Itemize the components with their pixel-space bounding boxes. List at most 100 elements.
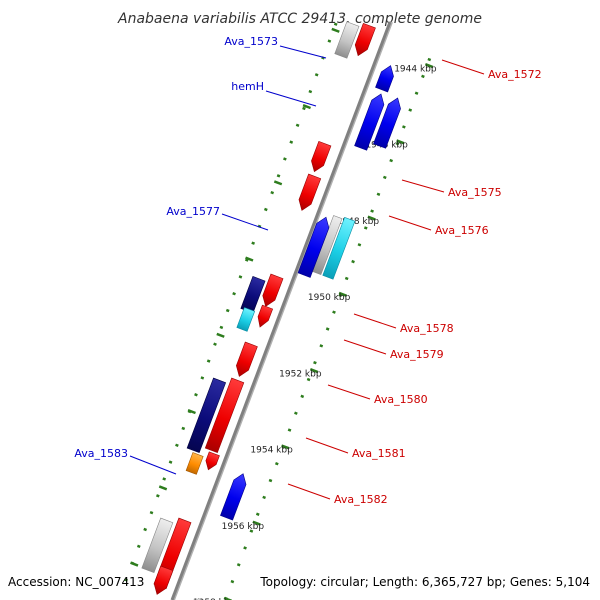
gene-hemH-b[interactable] xyxy=(354,92,388,151)
minor-tick-left xyxy=(243,546,247,550)
major-tick xyxy=(130,561,139,567)
major-tick xyxy=(424,63,434,69)
minor-tick-left xyxy=(351,259,355,264)
callout-line-ava-1577 xyxy=(221,213,269,231)
major-tick xyxy=(309,368,319,374)
minor-tick-right xyxy=(333,22,338,26)
minor-tick-left xyxy=(421,74,425,79)
minor-tick-left xyxy=(376,192,381,196)
minor-tick-left xyxy=(306,377,311,382)
minor-tick-left xyxy=(325,327,330,331)
minor-tick-right xyxy=(181,426,186,431)
gene-label-ava-1580[interactable]: Ava_1580 xyxy=(374,393,428,406)
minor-tick-left xyxy=(230,579,235,584)
gene-ava-1583[interactable] xyxy=(220,471,249,521)
gene-ava-1579[interactable] xyxy=(255,304,274,329)
minor-tick-right xyxy=(219,325,224,330)
gene-ava-1581[interactable] xyxy=(204,377,245,454)
minor-tick-left xyxy=(319,344,324,348)
minor-tick-left xyxy=(382,175,387,180)
minor-tick-left xyxy=(414,91,419,95)
major-tick xyxy=(216,332,225,338)
gene-lower-2[interactable] xyxy=(141,517,174,574)
gene-lower-3[interactable] xyxy=(151,565,174,597)
gene-ava-1572-pseudo[interactable] xyxy=(334,21,360,59)
gene-label-ava-1582[interactable]: Ava_1582 xyxy=(334,493,388,506)
minor-tick-right xyxy=(270,190,275,195)
minor-tick-right xyxy=(194,393,198,397)
gene-label-ava-1581[interactable]: Ava_1581 xyxy=(352,447,406,460)
gene-label-hemh[interactable]: hemH xyxy=(231,80,264,93)
minor-tick-right xyxy=(295,123,300,127)
gene-label-ava-1573[interactable]: Ava_1573 xyxy=(224,35,278,48)
gene-ava-1573[interactable] xyxy=(375,63,397,93)
gene-ava-1581-b[interactable] xyxy=(186,377,227,454)
gene-ava-1578-b[interactable] xyxy=(240,276,266,314)
gene-ava-1580[interactable] xyxy=(233,341,258,379)
minor-tick-left xyxy=(357,243,362,247)
gene-ava-1577[interactable] xyxy=(322,216,356,280)
gene-label-ava-1575[interactable]: Ava_1575 xyxy=(448,186,502,199)
tick-label-1950: 1950 kbp xyxy=(308,293,351,303)
minor-tick-left xyxy=(427,57,432,62)
minor-tick-left xyxy=(408,108,413,112)
minor-tick-left xyxy=(300,394,305,399)
backbone xyxy=(170,21,393,600)
minor-tick-right xyxy=(124,578,128,582)
major-tick xyxy=(396,139,405,145)
minor-tick-right xyxy=(302,106,306,111)
minor-tick-right xyxy=(143,527,147,532)
gene-label-ava-1577[interactable]: Ava_1577 xyxy=(166,205,220,218)
gene-label-ava-1578[interactable]: Ava_1578 xyxy=(400,322,454,335)
gene-ava-1582-b[interactable] xyxy=(185,452,204,475)
gene-ava-1582[interactable] xyxy=(203,451,220,472)
tick-label-1956: 1956 kbp xyxy=(222,522,265,532)
minor-tick-right xyxy=(213,342,217,346)
major-tick xyxy=(331,27,340,33)
minor-tick-right xyxy=(283,157,287,161)
callout-line-hemh xyxy=(265,90,317,107)
minor-tick-right xyxy=(308,89,313,94)
minor-tick-left xyxy=(370,209,374,213)
gene-label-ava-1579[interactable]: Ava_1579 xyxy=(390,348,444,361)
major-tick xyxy=(367,215,376,221)
gene-ava-1577-c[interactable] xyxy=(297,215,332,278)
gene-ava-1576[interactable] xyxy=(296,173,322,213)
gene-label-ava-1576[interactable]: Ava_1576 xyxy=(435,224,489,237)
minor-tick-right xyxy=(162,477,167,481)
gene-ava-1578[interactable] xyxy=(260,273,284,309)
major-tick xyxy=(273,180,283,186)
tick-label-1944: 1944 kbp xyxy=(394,64,437,74)
tick-label-1954: 1954 kbp xyxy=(250,446,293,456)
minor-tick-left xyxy=(332,310,336,314)
minor-tick-left xyxy=(344,276,349,281)
minor-tick-right xyxy=(327,39,332,43)
gene-ava-1579-b[interactable] xyxy=(236,307,256,332)
tick-dots xyxy=(124,22,432,600)
callout-line-ava-1579 xyxy=(343,339,387,355)
minor-tick-right xyxy=(149,510,154,515)
accession-text: Accession: NC_007413 xyxy=(8,575,145,589)
gene-features xyxy=(141,21,403,600)
minor-tick-left xyxy=(274,462,279,466)
minor-tick-left xyxy=(389,158,394,163)
minor-tick-left xyxy=(255,512,260,516)
gene-ava-1572[interactable] xyxy=(352,22,376,58)
major-tick xyxy=(281,444,290,450)
gene-label-ava-1572[interactable]: Ava_1572 xyxy=(488,68,542,81)
major-tick xyxy=(245,256,254,262)
minor-tick-right xyxy=(225,308,230,313)
callout-line-ava-1578 xyxy=(353,313,397,329)
major-tick xyxy=(338,291,348,297)
gene-hemH[interactable] xyxy=(373,96,403,149)
minor-tick-right xyxy=(263,207,268,212)
minor-tick-left xyxy=(395,142,400,146)
callout-line-ava-1581 xyxy=(305,437,349,454)
minor-tick-left xyxy=(249,529,254,533)
gene-label-ava-1583[interactable]: Ava_1583 xyxy=(74,447,128,460)
callout-line-ava-1575 xyxy=(401,179,445,193)
minor-tick-left xyxy=(287,428,292,432)
gene-ava-1575[interactable] xyxy=(308,140,332,174)
gene-callouts: Ava_1573 hemH Ava_1577 Ava_1583 Ava_1572 Ava_… xyxy=(74,35,541,506)
